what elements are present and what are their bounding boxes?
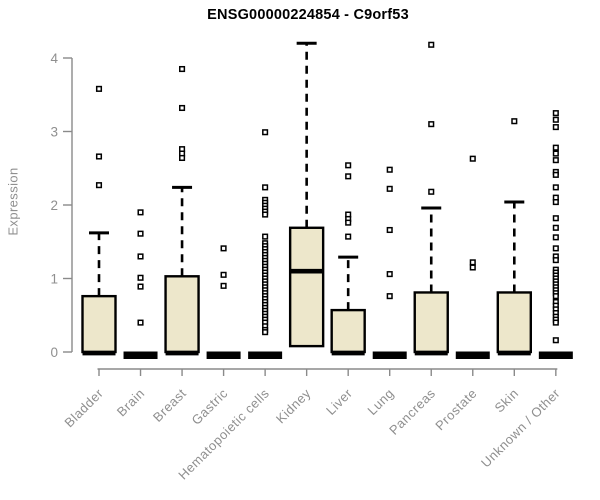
box-kidney [288,226,325,348]
outlier-point-lung [386,226,393,234]
outlier-point-brain [137,209,144,216]
outlier-point-unknown-other [552,171,559,178]
outlier-point-gastric [220,282,227,289]
outlier-point-unknown-other [552,257,559,264]
outlier-point-brain [137,319,144,326]
y-axis-title: Expression [5,167,21,236]
outlier-point-unknown-other [552,184,559,191]
outlier-point-pancreas [428,121,435,128]
box-breast [164,275,200,354]
outlier-point-unknown-other [552,224,559,231]
outlier-point-gastric [220,271,227,278]
outlier-point-prostate [469,264,476,271]
outlier-point-lung [386,271,393,278]
outlier-point-hematopoietic-cells [262,184,269,191]
x-category-label-breast: Breast [150,386,189,425]
outlier-point-unknown-other [552,199,559,206]
outlier-point-breast [179,104,186,112]
x-category-label-skin: Skin [492,386,522,416]
outlier-point-lung [386,185,393,192]
x-category-label-liver: Liver [323,385,355,417]
y-tick-label-2: 2 [50,198,58,213]
outlier-point-hematopoietic-cells [262,329,269,336]
flat-box-unknown-other [538,351,573,359]
y-tick-label-0: 0 [50,345,58,360]
outlier-point-unknown-other [552,144,559,151]
box-bladder [81,294,117,354]
y-tick-label-4: 4 [50,51,58,66]
outlier-point-unknown-other [552,110,559,117]
outlier-point-prostate [469,259,476,266]
outlier-point-breast [179,65,186,73]
box-skin [496,291,532,354]
outlier-point-liver [345,233,352,240]
outlier-point-unknown-other [552,293,559,300]
outlier-point-unknown-other [552,157,559,164]
flat-box-lung [372,351,407,359]
outlier-point-breast [179,154,186,162]
flat-box-brain [123,351,158,359]
outlier-point-unknown-other [552,245,559,252]
outlier-point-unknown-other [552,215,559,222]
outlier-point-brain [137,230,144,237]
outlier-point-brain [137,283,144,290]
x-category-label-kidney: Kidney [273,386,314,427]
outlier-point-unknown-other [552,319,559,326]
outlier-point-liver [345,162,352,169]
outlier-point-brain [137,274,144,281]
outlier-point-unknown-other [552,124,559,131]
flat-box-gastric [206,351,241,359]
box-pancreas [413,291,449,354]
x-category-label-brain: Brain [114,386,148,420]
outlier-point-gastric [220,245,227,252]
outlier-point-bladder [95,182,103,189]
outlier-point-brain [137,253,144,260]
flat-box-prostate [455,351,490,359]
outlier-point-liver [345,219,352,226]
outlier-point-liver [345,173,352,180]
box-liver [330,308,366,354]
x-category-label-prostate: Prostate [432,386,480,434]
outlier-point-unknown-other [552,150,559,157]
x-category-label-lung: Lung [364,386,396,418]
outlier-point-lung [386,166,393,173]
outlier-point-unknown-other [552,337,559,344]
outlier-point-unknown-other [552,116,559,123]
outlier-point-bladder [95,85,103,92]
outlier-point-hematopoietic-cells [262,233,269,240]
outlier-point-bladder [95,153,103,160]
outlier-point-skin [511,118,518,125]
outlier-point-hematopoietic-cells [262,129,269,136]
outlier-point-pancreas [428,41,435,48]
x-category-label-bladder: Bladder [61,385,106,430]
outlier-point-prostate [469,155,476,162]
outlier-point-lung [386,293,393,300]
flat-box-hematopoietic-cells [248,351,283,359]
outlier-point-unknown-other [552,234,559,241]
outlier-point-hematopoietic-cells [262,211,269,218]
x-category-label-unknown-other: Unknown / Other [478,385,563,470]
y-tick-label-3: 3 [50,124,58,139]
outlier-point-pancreas [428,188,435,195]
chart-title: ENSG00000224854 - C9orf53 [207,7,409,23]
y-tick-label-1: 1 [50,271,58,286]
